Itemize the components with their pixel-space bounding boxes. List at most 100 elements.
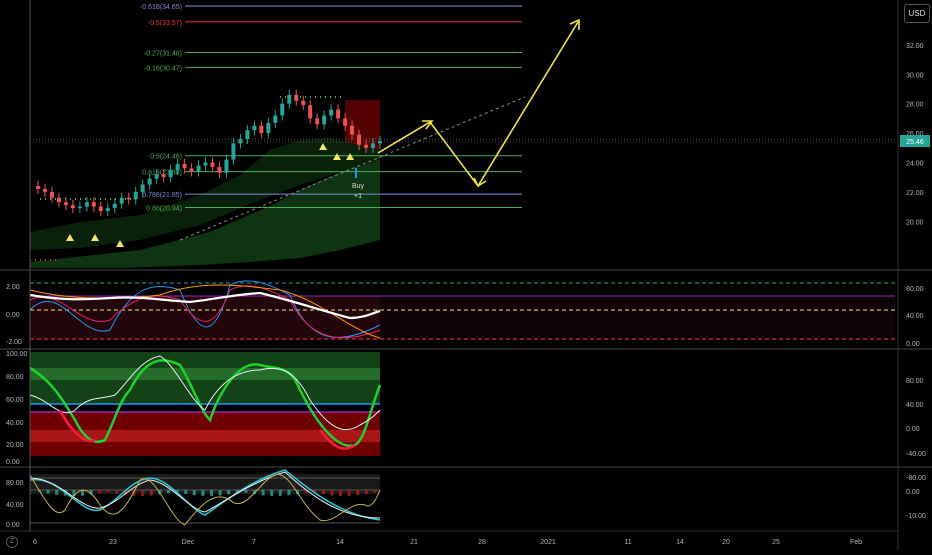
oscillator-right-tick: 80.00 [906, 286, 924, 293]
currency-badge[interactable]: USD [904, 4, 930, 23]
candle-body [77, 206, 82, 209]
time-axis-label: 6 [33, 539, 37, 546]
signal-triangle-icon [66, 234, 74, 241]
oscillator-right-tick: 40.00 [906, 402, 924, 409]
projection-arrowhead-icon [473, 177, 487, 188]
candle-body [364, 144, 369, 148]
histogram-bar [244, 490, 248, 493]
oscillator-left-tick: 80.00 [6, 374, 24, 381]
overbought-zone [30, 368, 380, 380]
histogram-bar [270, 490, 274, 496]
candle-body [308, 105, 313, 119]
oscillator-right-tick: 0.00 [906, 341, 920, 348]
candle-body [210, 162, 215, 167]
projection-path [377, 21, 579, 188]
candle-body [203, 162, 208, 166]
time-axis-label: 25 [772, 539, 780, 546]
oscillator-left-tick: 20.00 [6, 442, 24, 449]
candle-body [217, 166, 222, 173]
oscillator-left-tick: 80.00 [6, 480, 24, 487]
oscillator-negative-line [319, 429, 356, 450]
oscillator-left-tick: 40.00 [6, 420, 24, 427]
candle-body [168, 169, 173, 178]
histogram-bar [304, 490, 308, 493]
time-axis-label: 20 [722, 539, 730, 546]
oscillator-signal-line [29, 355, 381, 431]
oscillator-left-tick: 60.00 [6, 397, 24, 404]
candle-body [315, 118, 320, 125]
time-axis-label: Feb [850, 539, 862, 546]
oscillator-right-tick: -10.00 [906, 513, 926, 520]
candle-body [196, 165, 201, 172]
oscillator-right-tick: -80.00 [906, 475, 926, 482]
oscillator-line [29, 285, 381, 339]
last-price-label: 25.46 [906, 139, 924, 146]
histogram-bar [278, 490, 282, 496]
buy-signal-count: +1 [354, 193, 362, 200]
candle-body [259, 125, 264, 134]
signal-triangle-icon [333, 153, 341, 160]
time-axis-label: Dec [182, 539, 195, 546]
oscillator-right-tick: 80.00 [906, 378, 924, 385]
time-axis-label: 2021 [540, 539, 556, 546]
price-axis-tick: 28.00 [906, 102, 924, 109]
candle-body [147, 178, 152, 185]
histogram-bar [149, 490, 153, 496]
histogram-bar [347, 490, 351, 496]
histogram-bar [339, 490, 342, 496]
oscillator-left-tick: 0.00 [6, 312, 20, 319]
oscillator-main-line [29, 291, 381, 320]
candle-body [252, 125, 257, 131]
oscillator-line [29, 471, 381, 519]
oscillator-left-tick: 100.00 [6, 351, 28, 358]
price-axis-tick: 24.00 [906, 161, 924, 168]
oscillator-line [29, 474, 381, 526]
candle-body [350, 125, 355, 135]
tradingview-logo-icon: Z [6, 536, 18, 548]
oversold-zone [30, 430, 380, 442]
candle-body [105, 208, 110, 212]
histogram-bar [167, 490, 170, 494]
histogram-bar [364, 490, 368, 494]
fib-level-label: -0.618(34.65) [140, 4, 182, 11]
fib-level-label: -0.16(30.47) [144, 65, 182, 72]
candle-body [70, 205, 75, 209]
histogram-bar [192, 490, 196, 496]
oscillator-band [30, 296, 380, 340]
price-axis-tick: 20.00 [906, 219, 924, 226]
oscillator-negative-line [58, 409, 96, 443]
candle-body [140, 184, 145, 192]
candle-body [154, 174, 159, 179]
candle-body [63, 202, 68, 206]
histogram-bar [106, 490, 110, 493]
histogram-bar [373, 490, 377, 493]
histogram-bar [321, 490, 325, 495]
histogram-bar [261, 490, 265, 496]
oscillator-right-tick: 0.00 [906, 426, 920, 433]
fib-level-label: 0.88(20.94) [146, 205, 182, 212]
fib-level-label: -0.5(33.57) [148, 20, 182, 27]
histogram-bar [356, 490, 360, 496]
projection-arrowhead-icon [569, 18, 580, 30]
time-axis-label: 7 [252, 539, 256, 546]
histogram-bar [89, 490, 93, 495]
candle-body [280, 103, 285, 116]
fib-level-label: -0.27(31.48) [144, 51, 182, 58]
candle-body [378, 141, 382, 144]
candle-body [49, 191, 54, 198]
candle-body [133, 191, 138, 200]
candle-body [84, 202, 89, 207]
histogram-bar [227, 490, 231, 495]
projection-arrowhead-icon [422, 120, 434, 130]
candle-body [245, 130, 250, 139]
candle-body [126, 197, 131, 200]
histogram-bar [141, 490, 145, 496]
candle-body [322, 115, 327, 125]
candle-body [36, 186, 40, 189]
candle-body [119, 197, 124, 204]
candle-body [175, 163, 180, 170]
oscillator-left-tick: -2.00 [6, 339, 22, 346]
price-axis-tick: 32.00 [906, 43, 924, 50]
